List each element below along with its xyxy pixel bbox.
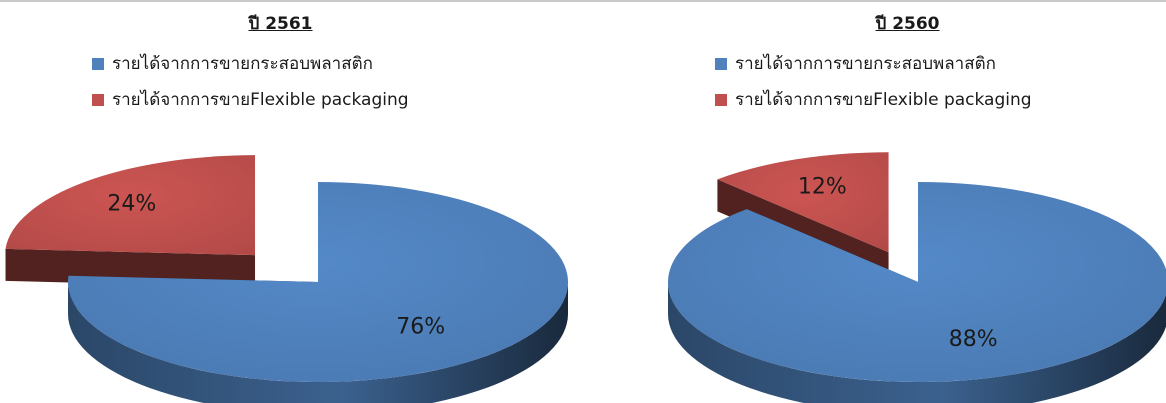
chart-panel-2561: ปี 2561 รายได้จากการขายกระสอบพลาสติก ราย… — [5, 14, 569, 403]
pie-chart: 88% 12% — [668, 152, 1166, 403]
pie-slice-wall — [5, 248, 256, 288]
pie-slice-rim — [68, 282, 568, 403]
pie-slice-rim — [668, 282, 1166, 403]
top-rule-right — [612, 0, 1166, 2]
slice-value-label: 88% — [949, 327, 998, 352]
slice-value-label: 24% — [107, 192, 156, 217]
legend-label: รายได้จากการขายกระสอบพลาสติก — [112, 54, 373, 74]
legend-swatch-red — [92, 93, 104, 106]
pie-slice — [5, 155, 256, 288]
chart-panel-2560: ปี 2560 รายได้จากการขายกระสอบพลาสติก ราย… — [583, 0, 1166, 403]
legend-item-plastic-sacks: รายได้จากการขายกระสอบพลาสติก — [715, 54, 1032, 74]
legend-swatch-blue — [715, 57, 727, 70]
pie-slice-top — [668, 182, 1166, 382]
legend-swatch-red — [715, 93, 727, 106]
top-rule-left — [0, 0, 612, 2]
legend-item-plastic-sacks: รายได้จากการขายกระสอบพลาสติก — [92, 54, 409, 74]
chart-title: ปี 2561 — [248, 14, 313, 34]
slice-value-label: 12% — [798, 174, 847, 199]
pie-slice-top — [67, 182, 569, 382]
legend: รายได้จากการขายกระสอบพลาสติก รายได้จากกา… — [715, 54, 1032, 126]
legend: รายได้จากการขายกระสอบพลาสติก รายได้จากกา… — [92, 54, 409, 126]
legend-item-flexible-packaging: รายได้จากการขายFlexible packaging — [715, 90, 1032, 110]
pie-slice-top — [5, 155, 256, 256]
pie-slice — [668, 182, 1166, 403]
legend-label: รายได้จากการขายFlexible packaging — [112, 90, 409, 110]
pie-slice-top — [717, 152, 889, 253]
legend-label: รายได้จากการขายกระสอบพลาสติก — [735, 54, 996, 74]
legend-swatch-blue — [92, 57, 104, 70]
pie-slice — [67, 182, 569, 403]
pie-chart: 76% 24% — [5, 155, 569, 403]
chart-title: ปี 2560 — [875, 14, 940, 34]
slice-value-label: 76% — [396, 315, 445, 340]
legend-label: รายได้จากการขายFlexible packaging — [735, 90, 1032, 110]
legend-item-flexible-packaging: รายได้จากการขายFlexible packaging — [92, 90, 409, 110]
